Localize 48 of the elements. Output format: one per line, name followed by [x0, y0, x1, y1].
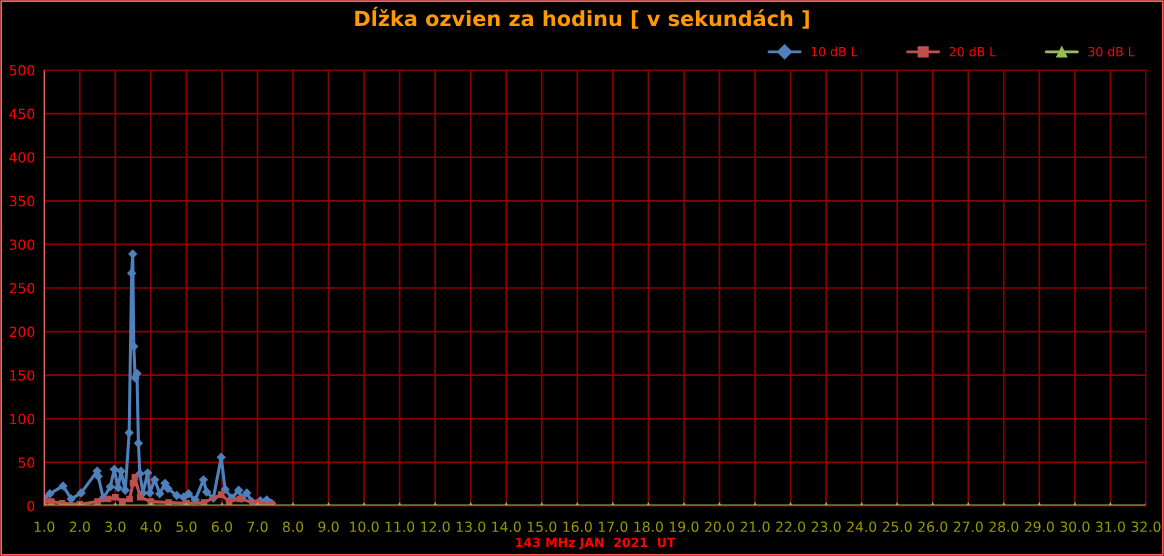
y-tick-label: 200 [9, 326, 35, 338]
y-tick-label: 500 [9, 65, 35, 76]
x-tick-label: 18.0 [634, 521, 663, 532]
legend-label: 20 dB L [949, 46, 997, 57]
x-tick-label: 22.0 [776, 521, 806, 532]
x-tick-label: 13.0 [456, 521, 486, 532]
x-tick-label: 24.0 [847, 521, 877, 532]
x-tick-label: 12.0 [421, 521, 450, 532]
x-tick-label: 1.0 [34, 521, 55, 532]
x-tick-label: 7.0 [247, 521, 268, 532]
x-tick-label: 32.0 [1131, 521, 1161, 532]
x-tick-label: 9.0 [318, 521, 339, 532]
x-tick-label: 28.0 [989, 521, 1019, 532]
y-tick-label: 450 [9, 108, 35, 120]
x-tick-label: 27.0 [953, 521, 983, 532]
x-axis-title: 143 MHz JAN 2021 UT [516, 537, 676, 550]
x-tick-label: 30.0 [1060, 521, 1090, 532]
x-tick-label: 26.0 [918, 521, 948, 532]
x-tick-label: 10.0 [350, 521, 379, 532]
y-tick-label: 250 [9, 282, 35, 294]
x-tick-label: 23.0 [811, 521, 841, 532]
x-tick-label: 5.0 [176, 521, 197, 532]
x-tick-label: 3.0 [105, 521, 126, 532]
x-tick-label: 21.0 [740, 521, 770, 532]
y-tick-label: 100 [10, 413, 35, 425]
chart-title: Dĺžka ozvien za hodinu [ v sekundách ] [355, 6, 809, 29]
y-tick-label: 0 [27, 500, 35, 512]
x-tick-label: 19.0 [670, 521, 699, 532]
y-tick-label: 50 [18, 457, 35, 468]
x-tick-label: 25.0 [882, 521, 912, 532]
y-tick-label: 350 [9, 195, 35, 207]
x-tick-label: 16.0 [563, 521, 592, 532]
x-tick-label: 14.0 [492, 521, 521, 532]
x-tick-label: 20.0 [705, 521, 735, 532]
x-tick-label: 8.0 [282, 521, 304, 532]
x-tick-label: 2.0 [69, 521, 90, 532]
y-tick-label: 150 [10, 370, 35, 381]
x-tick-label: 31.0 [1096, 521, 1125, 532]
x-tick-label: 11.0 [385, 521, 415, 532]
x-tick-label: 4.0 [140, 521, 161, 532]
x-tick-label: 17.0 [598, 521, 628, 532]
legend-label: 10 dB L [811, 46, 858, 57]
x-tick-label: 29.0 [1024, 521, 1054, 532]
x-tick-label: 15.0 [527, 521, 557, 532]
legend-label: 30 dB L [1088, 46, 1135, 57]
x-tick-label: 6.0 [211, 521, 233, 532]
y-tick-label: 300 [9, 239, 35, 250]
y-tick-label: 400 [9, 152, 35, 163]
